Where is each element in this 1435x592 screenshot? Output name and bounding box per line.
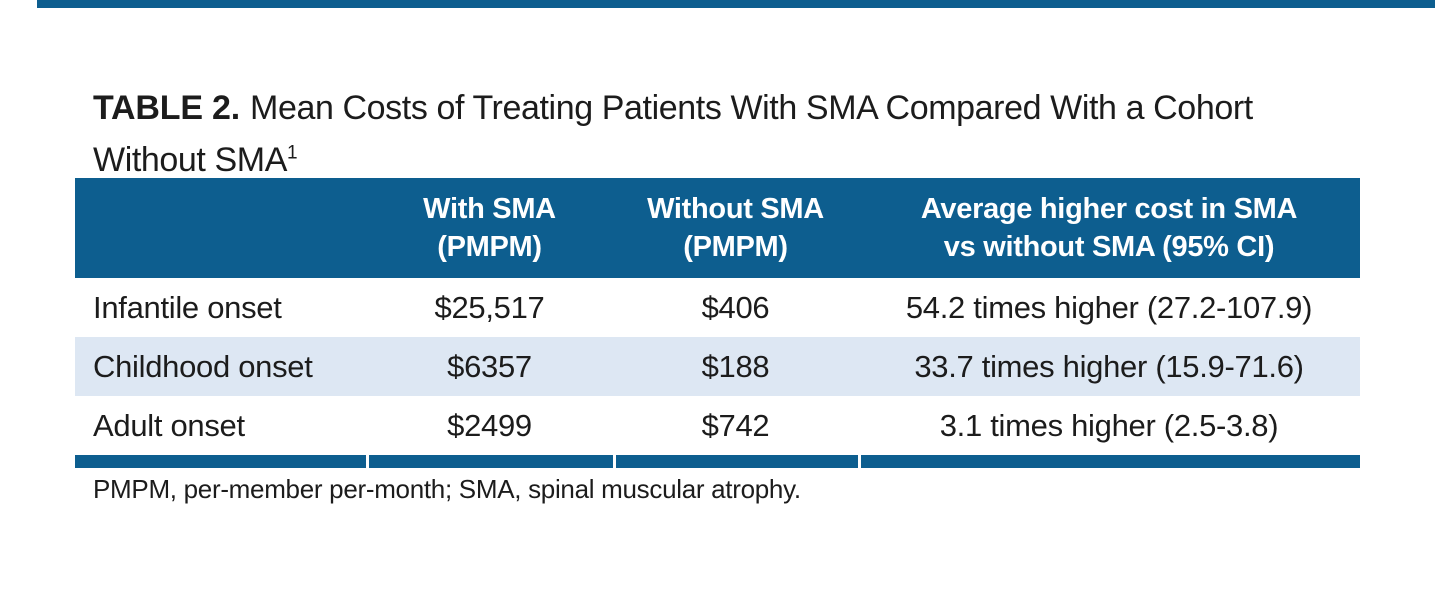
table-row-infantile-onset: Infantile onset $25,517 $406 54.2 times … — [75, 278, 1360, 337]
table-bottom-rule — [75, 455, 1360, 468]
header-cell-empty — [75, 178, 366, 278]
rule-segment — [366, 455, 613, 468]
header-cell-with-sma: With SMA (PMPM) — [423, 193, 556, 263]
ratio-value: 33.7 times higher (15.9-71.6) — [914, 348, 1304, 384]
without-sma-value: $188 — [701, 348, 770, 384]
ratio-value: 3.1 times higher (2.5-3.8) — [939, 407, 1279, 443]
row-label: Childhood onset — [93, 348, 313, 384]
rule-segment — [75, 455, 366, 468]
with-sma-value: $6357 — [447, 348, 532, 384]
citation-superscript: 1 — [287, 142, 298, 164]
with-sma-value: $25,517 — [434, 289, 545, 325]
table-title: TABLE 2. Mean Costs of Treating Patients … — [93, 82, 1353, 186]
table-header-row: With SMA (PMPM) Without SMA (PMPM) Avera… — [75, 178, 1360, 278]
table-row-childhood-onset: Childhood onset $6357 $188 33.7 times hi… — [75, 337, 1360, 396]
without-sma-value: $742 — [701, 407, 770, 443]
ratio-value: 54.2 times higher (27.2-107.9) — [905, 289, 1313, 325]
top-accent-bar — [37, 0, 1435, 8]
header-cell-without-sma: Without SMA (PMPM) — [647, 193, 824, 263]
table-title-text: Mean Costs of Treating Patients With SMA… — [250, 89, 1253, 127]
rule-segment — [858, 455, 1360, 468]
table-footnote: PMPM, per-member per-month; SMA, spinal … — [93, 474, 801, 504]
row-label: Adult onset — [93, 407, 245, 443]
header-cell-average-higher-cost: Average higher cost in SMA vs without SM… — [920, 193, 1298, 263]
table-number-label: TABLE 2. — [93, 89, 241, 127]
table-title-line1: TABLE 2. Mean Costs of Treating Patients … — [93, 82, 1353, 134]
rule-segment — [613, 455, 858, 468]
table-row-adult-onset: Adult onset $2499 $742 3.1 times higher … — [75, 396, 1360, 455]
row-label: Infantile onset — [93, 289, 282, 325]
table-title-line2: Without SMA1 — [93, 141, 298, 179]
without-sma-value: $406 — [701, 289, 770, 325]
cost-comparison-table: With SMA (PMPM) Without SMA (PMPM) Avera… — [75, 178, 1360, 468]
with-sma-value: $2499 — [447, 407, 532, 443]
